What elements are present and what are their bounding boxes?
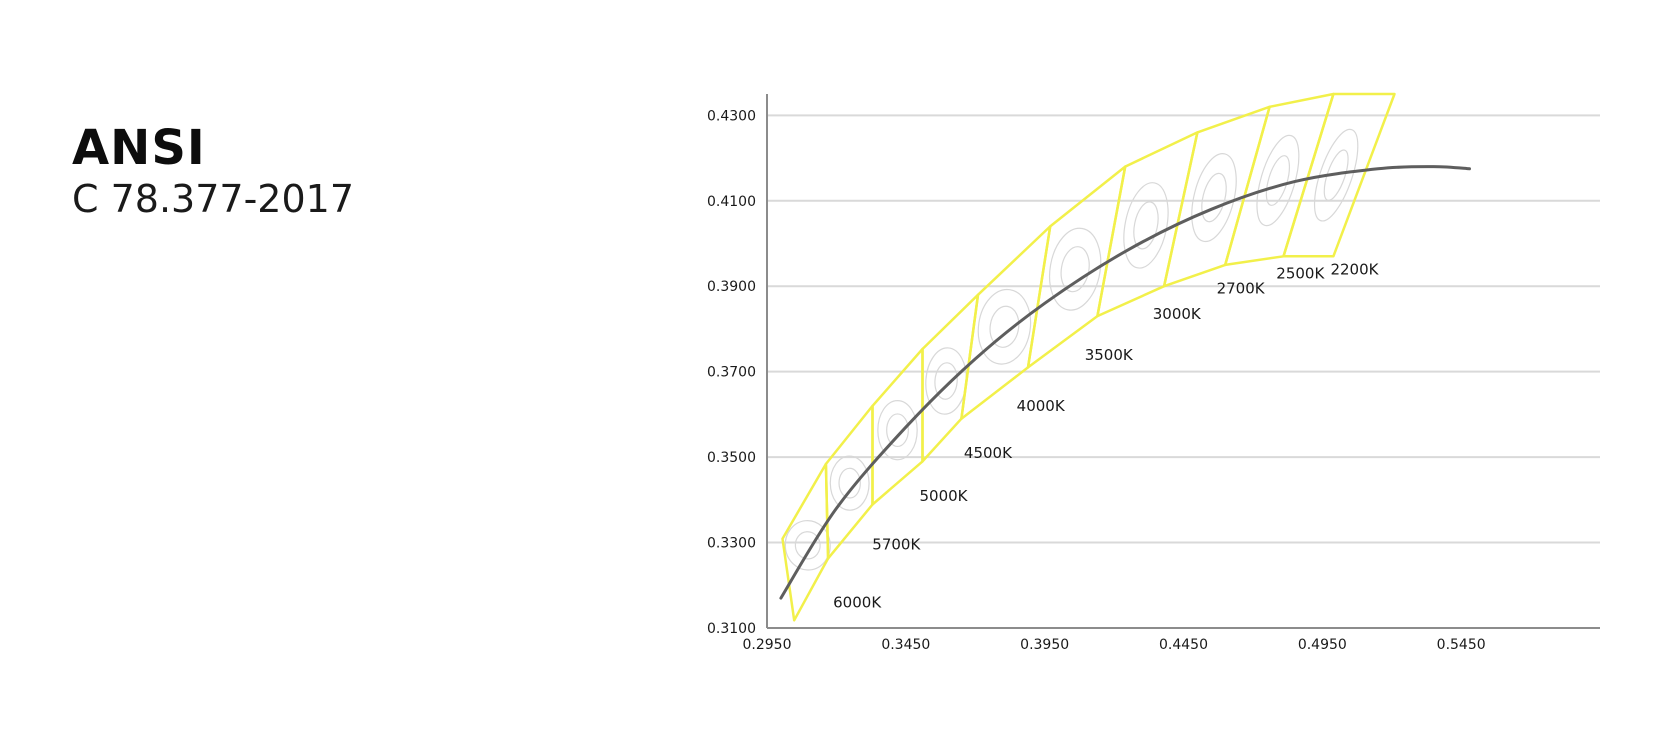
page-title: ANSI [72, 120, 206, 176]
cct-label: 3500K [1085, 346, 1134, 364]
macadam-ellipse-inner [838, 467, 861, 499]
cct-label: 2500K [1276, 265, 1325, 283]
x-tick-label: 0.3450 [881, 637, 930, 653]
y-tick-label: 0.4100 [707, 194, 756, 210]
cct-label: 3000K [1153, 305, 1202, 323]
cct-label: 6000K [833, 593, 882, 611]
macadam-ellipse-outer [829, 455, 870, 511]
macadam-ellipse-outer [925, 347, 967, 415]
macadam-ellipse-inner [1323, 149, 1349, 201]
macadam-ellipse-inner [1133, 201, 1159, 250]
cct-quadrangle [1162, 105, 1271, 288]
cct-label: 2200K [1330, 260, 1379, 278]
cct-label: 4000K [1017, 397, 1066, 415]
macadam-ellipse-outer [877, 400, 918, 461]
cct-quadrangle [1282, 92, 1396, 258]
planckian-locus [779, 165, 1471, 600]
x-tick-label: 0.3950 [1020, 637, 1069, 653]
x-tick-label: 0.4950 [1298, 637, 1347, 653]
macadam-ellipse-inner [886, 413, 909, 448]
cct-label: 4500K [964, 444, 1013, 462]
macadam-ellipse-inner [1060, 246, 1090, 293]
x-tick-label: 0.5450 [1437, 637, 1486, 653]
y-tick-label: 0.3900 [707, 279, 756, 295]
y-tick-label: 0.3300 [707, 536, 756, 552]
page-subtitle: C 78.377-2017 [72, 177, 354, 221]
macadam-ellipse-outer [1191, 153, 1237, 243]
x-tick-label: 0.4450 [1159, 637, 1208, 653]
macadam-ellipse-outer [1048, 227, 1102, 311]
cct-quadrangle [921, 293, 980, 463]
macadam-ellipse-outer [1256, 134, 1300, 227]
macadam-ellipse-inner [989, 305, 1020, 348]
cct-quadrangle [824, 404, 874, 560]
x-tick-label: 0.2950 [743, 637, 792, 653]
cct-quadrangles [781, 92, 1396, 622]
y-tick-label: 0.4300 [707, 108, 756, 124]
cct-quadrangle [1223, 92, 1335, 267]
cct-labels: 6000K 5700K 5000K 4500K 4000K 3500K 3000K 2700K… [833, 260, 1379, 611]
planckian-locus-line [779, 165, 1471, 600]
chart-grid [767, 114, 1600, 544]
title-block: ANSI C 78.377-2017 [72, 120, 354, 222]
cct-quadrangle [1026, 165, 1127, 369]
macadam-ellipse-inner [1201, 172, 1227, 223]
macadam-ellipse-outer [977, 288, 1032, 365]
cct-quadrangle [1096, 131, 1199, 318]
y-tick-label: 0.3500 [707, 450, 756, 466]
macadam-ellipse-outer [784, 520, 831, 571]
cct-quadrangle [960, 225, 1052, 420]
cct-label: 2700K [1217, 280, 1266, 298]
y-tick-label: 0.3100 [707, 621, 756, 637]
cct-label: 5000K [920, 487, 969, 505]
macadam-ellipses [784, 128, 1359, 571]
macadam-ellipse-inner [934, 362, 958, 400]
chart-axes: 0.3100 0.3300 0.3500 0.3700 0.3900 0.4100 0.43… [707, 94, 1600, 653]
cct-label: 5700K [872, 535, 921, 553]
macadam-ellipse-inner [794, 531, 821, 560]
y-tick-label: 0.3700 [707, 365, 756, 381]
macadam-ellipse-outer [1123, 182, 1169, 269]
macadam-ellipse-outer [1313, 128, 1359, 222]
